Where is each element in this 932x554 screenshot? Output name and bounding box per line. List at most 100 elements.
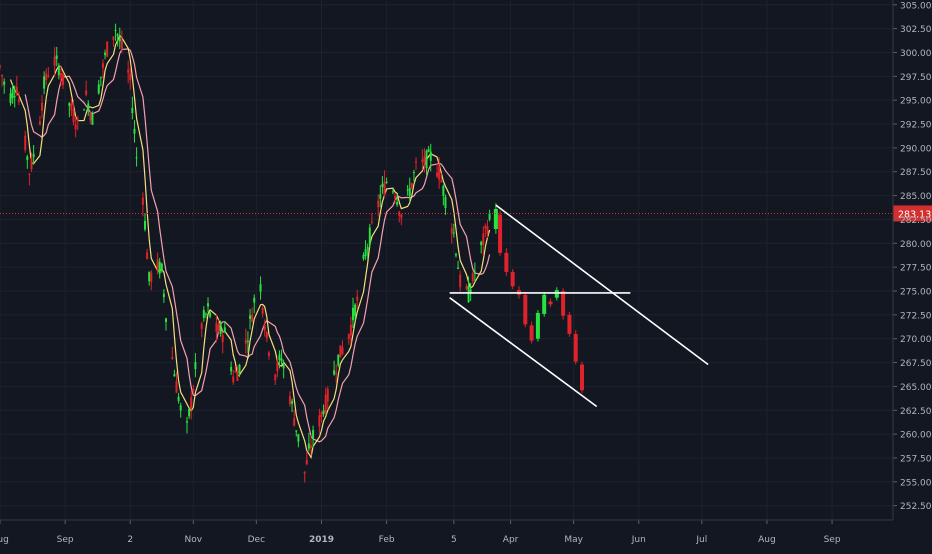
candle-body [480,241,483,246]
candle-body [104,52,107,56]
recent-candle-body [504,252,509,272]
candle-body [15,86,18,94]
candle-body [320,411,323,418]
candle-body [385,181,388,183]
candle-body [204,313,207,315]
candle-body [381,183,384,188]
recent-candle-body [580,364,585,391]
candle-body [337,354,340,366]
candle-body [362,254,365,259]
candle-body [351,307,354,321]
candle-body [207,303,210,307]
candle-body [450,228,453,234]
candle-body [356,296,359,301]
candle-body [444,196,447,208]
candle-body [47,75,50,77]
candle-body [276,362,279,372]
candle-body [280,358,283,362]
candle-body [106,41,109,57]
candle-body [440,180,443,182]
candle-body [219,323,222,334]
candle-body [87,103,90,111]
y-tick-label: 290.00 [900,144,932,154]
candle-body [349,324,352,336]
candle-body [230,366,233,372]
y-tick-label: 255.00 [900,478,932,488]
candle-body [30,157,33,170]
recent-candle-body [567,314,572,334]
recent-candle-body [498,214,503,253]
candle-body [26,156,29,161]
candle-body [484,225,487,229]
recent-candle-body [554,290,559,298]
candle-body [11,89,14,99]
candle-body [465,286,468,289]
candle-body [341,347,344,354]
candle-body [312,429,315,440]
candle-body [194,362,197,370]
candle-body [333,370,336,375]
candle-body [249,315,252,319]
candle-body [9,93,12,104]
candle-body [91,113,94,125]
y-tick-label: 295.00 [900,97,932,107]
candle-body [70,104,73,111]
recent-candle-body [523,294,528,325]
x-tick-label: 2 [127,535,133,545]
candle-body [482,233,485,245]
x-tick-label: Jul [695,535,707,545]
candle-body [129,73,132,81]
candle-body [366,247,369,249]
recent-candle-body [535,312,540,339]
y-tick-label: 292.50 [900,121,932,131]
candles [0,23,491,483]
candle-body [62,72,65,85]
y-tick-label: 280.00 [900,240,932,250]
y-tick-label: 297.50 [900,73,932,83]
candle-body [173,374,176,377]
candle-body [394,195,397,199]
candle-body [305,459,308,465]
candle-body [141,197,144,206]
candle-body [246,340,249,342]
recent-candle-body [493,208,498,229]
x-tick-label: May [564,535,583,545]
candle-body [364,249,367,256]
candle-body [38,121,41,125]
moving-average-slow [24,48,491,443]
x-tick-label: Jun [631,535,646,545]
candle-body [28,174,31,176]
candle-body [0,65,1,67]
candle-body [53,56,56,66]
candle-body [162,293,165,298]
candle-body [486,226,489,235]
y-tick-label: 275.00 [900,288,932,298]
y-tick-label: 285.00 [900,192,932,202]
candle-body [457,267,460,270]
candle-body [83,109,86,111]
x-tick-label: Aug [758,535,776,545]
candle-body [452,232,455,234]
recent-candle-body [510,271,515,287]
candle-body [234,371,237,373]
candle-body [179,405,182,411]
candle-body [303,471,306,474]
candle-body [244,339,247,344]
candle-body [41,102,44,111]
candle-body [97,84,100,94]
candle-body [400,214,403,219]
candle-body [253,297,256,303]
candle-body [347,334,350,340]
trendlines[interactable] [449,204,709,408]
candle-body [339,345,342,358]
candle-body [127,69,130,73]
candle-body [467,285,470,303]
last-price-line: 283.13 [0,205,932,222]
candle-body [143,220,146,230]
candle-body [175,381,178,393]
candle-body [406,189,409,191]
candle-body [13,96,16,98]
candle-body [261,307,264,314]
